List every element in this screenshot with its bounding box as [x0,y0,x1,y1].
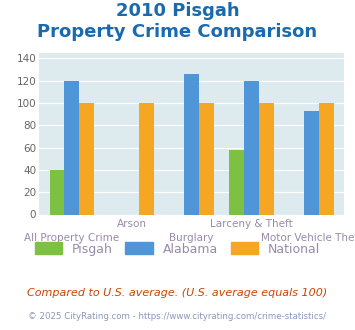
Text: © 2025 CityRating.com - https://www.cityrating.com/crime-statistics/: © 2025 CityRating.com - https://www.city… [28,312,327,321]
Text: Burglary: Burglary [169,233,214,243]
Bar [184,74,199,214]
Text: Motor Vehicle Theft: Motor Vehicle Theft [261,233,355,243]
Legend: Pisgah, Alabama, National: Pisgah, Alabama, National [31,239,324,259]
Bar [139,103,154,214]
Text: Compared to U.S. average. (U.S. average equals 100): Compared to U.S. average. (U.S. average … [27,288,328,298]
Text: Property Crime Comparison: Property Crime Comparison [37,23,318,41]
Bar [199,103,214,214]
Bar [80,103,94,214]
Text: Larceny & Theft: Larceny & Theft [210,219,293,229]
Bar [319,103,334,214]
Bar [50,170,65,215]
Bar [65,81,80,214]
Bar [304,111,319,214]
Bar [229,150,244,214]
Text: Arson: Arson [117,219,147,229]
Bar [244,81,259,214]
Bar [259,103,274,214]
Text: 2010 Pisgah: 2010 Pisgah [116,2,239,20]
Text: All Property Crime: All Property Crime [24,233,120,243]
